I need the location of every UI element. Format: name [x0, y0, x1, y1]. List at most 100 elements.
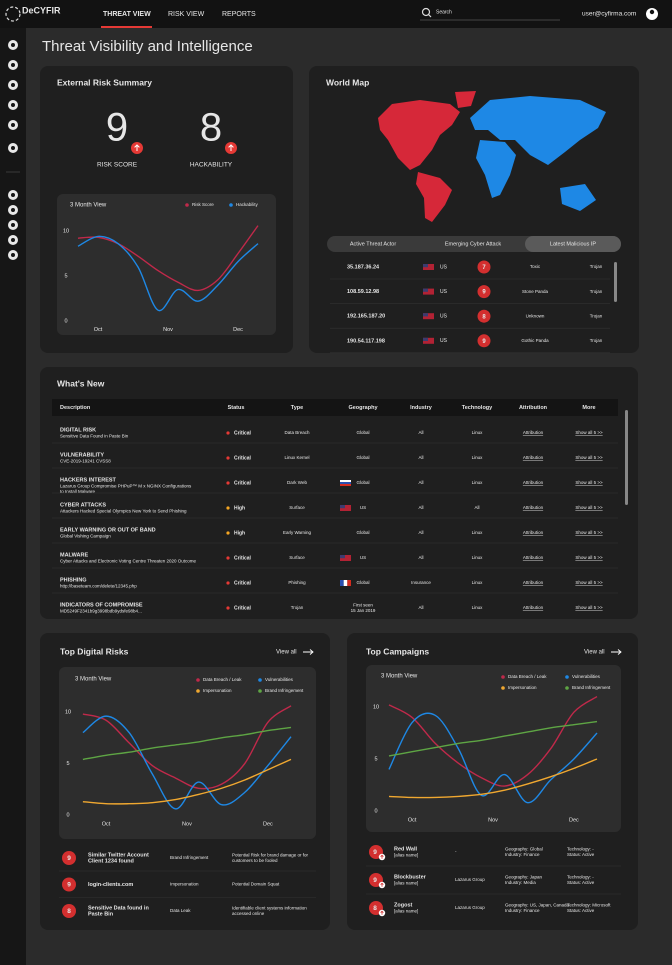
threat-group: Lazarus Group — [455, 877, 485, 882]
status: Critical — [234, 455, 252, 461]
show-all-link[interactable]: Show all 5 >> — [575, 530, 603, 535]
flag-us — [423, 313, 434, 320]
search-input[interactable]: Search — [436, 9, 452, 15]
attribution-link[interactable]: Attribution — [523, 480, 544, 485]
campaign-technology: Technology: Microsoft — [567, 902, 611, 907]
technology: Linux — [472, 530, 484, 535]
row-description: MD5249F2341b9g3998bdb9ydsfe98b4... — [60, 609, 142, 614]
attribution-link[interactable]: Attribution — [523, 455, 544, 460]
attribution-link[interactable]: Attribution — [523, 505, 544, 510]
legend-label: Risk Score — [192, 202, 214, 207]
score-value: 8 — [200, 106, 222, 150]
flag-us-canton — [340, 555, 345, 559]
x-tick-label: Nov — [163, 327, 173, 333]
tab[interactable]: Emerging Cyber Attack — [445, 241, 501, 247]
flag-us — [423, 264, 434, 270]
ip-address: 192.165.187.20 — [347, 314, 385, 320]
nav-item[interactable]: RISK VIEW — [168, 11, 205, 18]
flag-fr — [340, 580, 344, 586]
show-all-link[interactable]: Show all 5 >> — [575, 480, 603, 485]
technology: Linux — [472, 480, 484, 485]
y-tick-label: 5 — [374, 756, 377, 762]
y-tick-label: 0 — [64, 318, 67, 324]
geography: Global — [356, 430, 369, 435]
tab[interactable]: Active Threat Actor — [350, 241, 397, 247]
flag-ru — [340, 482, 351, 484]
threat-type: Trojan — [590, 313, 603, 318]
trend-up-arrow — [380, 854, 384, 859]
geography: US — [360, 555, 366, 560]
show-all-link[interactable]: Show all 5 >> — [575, 555, 603, 560]
user-email: user@cyfirma.com — [582, 11, 636, 18]
sidebar-icon-inner — [11, 208, 15, 212]
view-all-link[interactable]: View all — [276, 650, 297, 656]
map-north-america — [378, 100, 460, 170]
industry: All — [418, 530, 423, 535]
top-nav — [0, 0, 672, 28]
show-all-link[interactable]: Show all 5 >> — [575, 580, 603, 585]
flag-ru — [340, 480, 351, 482]
line-series — [82, 726, 292, 761]
map-greenland — [455, 91, 476, 108]
row-description: Lazarus Group Compromise PHPuP™ M x NGIN… — [60, 484, 192, 489]
attribution-link[interactable]: Attribution — [523, 530, 544, 535]
attribution-link[interactable]: Attribution — [523, 580, 544, 585]
status-dot — [226, 556, 230, 560]
risk-description: Potential Domain Squat — [232, 882, 280, 887]
legend-label: Vulnerabilities — [572, 674, 601, 679]
row-category: MALWARE — [60, 552, 88, 558]
risk-title: Similar Twitter Account — [88, 852, 149, 858]
ip-address: 35.187.36.24 — [347, 264, 380, 270]
legend-label: Impersonation — [203, 688, 232, 693]
risk-chart-card — [57, 194, 276, 335]
flag-us-canton — [340, 505, 345, 509]
legend-swatch — [565, 686, 569, 690]
nav-active-underline — [101, 26, 152, 28]
row-description: Sensitive Data Found in Paste Bin — [60, 434, 129, 439]
nav-item[interactable]: THREAT VIEW — [103, 11, 151, 18]
status: Critical — [234, 555, 252, 561]
row-category: INDICATORS OF COMPROMISE — [60, 602, 143, 608]
flag-us-canton — [423, 288, 428, 292]
show-all-link[interactable]: Show all 5 >> — [575, 430, 603, 435]
row-category: VULNERABILITY — [60, 452, 104, 458]
view-all-link[interactable]: View all — [584, 650, 605, 656]
show-all-link[interactable]: Show all 5 >> — [575, 605, 603, 610]
status: High — [234, 505, 245, 511]
x-tick-label: Oct — [102, 822, 111, 828]
sidebar-icon-inner — [11, 103, 15, 107]
tab[interactable]: Latest Malicious IP — [550, 241, 596, 247]
line-series — [82, 715, 292, 810]
geography: US — [360, 505, 366, 510]
map-australia — [560, 184, 596, 211]
legend-swatch — [258, 678, 262, 682]
chart-title: 3 Month View — [75, 677, 112, 683]
status: Critical — [234, 480, 252, 486]
legend-label: Brand Infringement — [572, 685, 611, 690]
industry: All — [418, 605, 423, 610]
score-badge — [62, 851, 76, 865]
trend-up-arrow — [380, 910, 384, 915]
technology: Linux — [472, 605, 484, 610]
risk-type: Data Leak — [170, 908, 191, 913]
score: 8 — [482, 314, 486, 320]
campaign-technology: Status: Active — [567, 852, 595, 857]
panel-title: World Map — [326, 77, 369, 87]
risk-description: Identifiable client systems information — [232, 905, 307, 910]
legend-label: Data Breach / Leak — [508, 674, 547, 679]
attribution-link[interactable]: Attribution — [523, 555, 544, 560]
sidebar-icon-inner — [11, 123, 15, 127]
show-all-link[interactable]: Show all 5 >> — [575, 505, 603, 510]
status: Critical — [234, 605, 252, 611]
flag-us — [423, 288, 434, 295]
attribution-link[interactable]: Attribution — [523, 605, 544, 610]
search-icon[interactable] — [421, 7, 431, 17]
view-all-arrow — [611, 649, 622, 655]
scrollbar — [625, 410, 628, 505]
y-tick-label: 5 — [66, 761, 69, 767]
show-all-link[interactable]: Show all 5 >> — [575, 455, 603, 460]
nav-item[interactable]: REPORTS — [222, 11, 256, 18]
attribution-link[interactable]: Attribution — [523, 430, 544, 435]
industry: All — [418, 430, 423, 435]
column-header: Industry — [410, 405, 433, 411]
